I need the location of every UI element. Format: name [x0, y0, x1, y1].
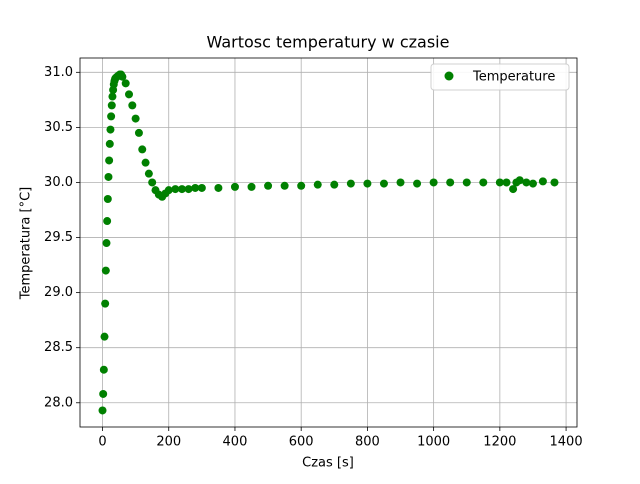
x-tick-label: 0: [98, 435, 106, 450]
point: [134, 128, 143, 137]
point: [177, 185, 186, 194]
point: [131, 114, 140, 123]
point: [107, 112, 116, 121]
point: [105, 156, 114, 165]
point: [105, 139, 114, 148]
x-tick-label: 800: [355, 435, 380, 450]
point: [125, 90, 134, 99]
point: [346, 179, 355, 188]
y-tick-label: 29.5: [44, 230, 73, 245]
y-tick-label: 28.5: [44, 340, 73, 355]
legend-box: [430, 63, 570, 91]
point: [495, 178, 504, 187]
point: [550, 178, 559, 187]
point: [98, 406, 107, 415]
y-tick-label: 30.0: [44, 175, 73, 190]
x-tick-label: 600: [289, 435, 314, 450]
point: [515, 176, 524, 185]
point: [538, 177, 547, 186]
point: [184, 185, 193, 194]
point: [106, 125, 115, 134]
point: [379, 179, 388, 188]
point: [191, 183, 200, 192]
point: [107, 101, 116, 110]
x-tick-label: 1400: [550, 435, 583, 450]
point: [479, 178, 488, 187]
legend-marker: [444, 71, 454, 81]
point: [313, 180, 322, 189]
point: [101, 299, 110, 308]
x-tick-label: 1200: [483, 435, 516, 450]
legend-label: Temperature: [472, 70, 555, 85]
x-tick-label: 1000: [417, 435, 450, 450]
point: [121, 79, 130, 88]
point: [164, 186, 173, 195]
point: [363, 179, 372, 188]
y-tick-label: 31.0: [44, 65, 73, 80]
x-tick-label: 400: [223, 435, 248, 450]
y-tick-label: 28.0: [44, 395, 73, 410]
point: [138, 145, 147, 154]
y-axis-label: Temperatura [°C]: [19, 187, 34, 300]
point: [330, 180, 339, 189]
point: [99, 365, 108, 374]
point: [522, 178, 531, 187]
point: [247, 182, 256, 191]
y-tick-label: 30.5: [44, 120, 73, 135]
point: [103, 194, 112, 203]
chart-title: Wartosc temperatury w czasie: [207, 33, 450, 52]
point: [280, 181, 289, 190]
point: [141, 158, 150, 167]
point: [197, 183, 206, 192]
x-tick-label: 200: [156, 435, 181, 450]
point: [100, 332, 109, 341]
point: [103, 217, 112, 226]
point: [413, 179, 422, 188]
plot-frame: [79, 57, 578, 428]
point: [214, 183, 223, 192]
point: [528, 179, 537, 188]
point: [502, 178, 511, 187]
point: [99, 389, 108, 398]
point: [462, 178, 471, 187]
point: [128, 101, 137, 110]
point: [396, 178, 405, 187]
point: [171, 185, 180, 194]
point: [118, 72, 127, 81]
point: [297, 181, 306, 190]
x-axis-label: Czas [s]: [302, 456, 354, 471]
point: [108, 92, 117, 101]
point: [230, 182, 239, 191]
point: [148, 178, 157, 187]
point: [509, 185, 518, 194]
point: [446, 178, 455, 187]
point: [264, 181, 273, 190]
point: [144, 169, 153, 178]
point: [429, 178, 438, 187]
point: [104, 172, 113, 181]
y-tick-label: 29.0: [44, 285, 73, 300]
point: [102, 239, 111, 248]
point: [101, 266, 110, 275]
